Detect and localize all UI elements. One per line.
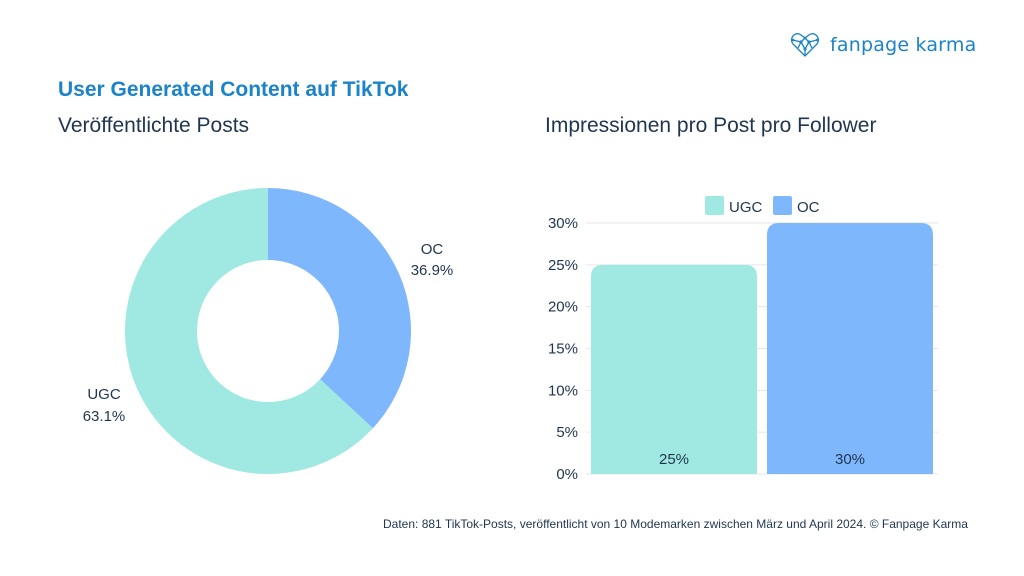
donut-slice-oc [268,188,412,429]
donut-value-oc: 36.9% [411,262,454,279]
brand-name: fanpage karma [830,34,977,56]
page-title: User Generated Content auf TikTok [58,78,409,101]
y-tick-label: 30% [548,215,578,232]
y-tick-label: 0% [556,466,578,483]
bar-oc [767,223,933,474]
bar-ugc [591,264,757,474]
donut-slice-ugc [124,188,373,474]
bar-value-label: 30% [835,451,865,468]
bar-value-label: 25% [659,451,689,468]
y-tick-label: 25% [548,257,578,274]
heart-network-icon [790,33,820,57]
source-note: Daten: 881 TikTok-Posts, veröffentlicht … [383,517,968,531]
legend-swatch-ugc [705,196,724,215]
donut-label-oc: OC [421,241,444,258]
y-tick-label: 20% [548,299,578,316]
y-tick-label: 10% [548,382,578,399]
y-tick-label: 5% [556,424,578,441]
legend-swatch-oc [773,196,792,215]
brand-logo: fanpage karma [790,30,976,60]
donut-chart-title: Veröffentlichte Posts [58,114,250,137]
donut-label-ugc: UGC [87,386,121,403]
y-tick-label: 15% [548,341,578,358]
donut-value-ugc: 63.1% [83,408,126,425]
legend-label-ugc: UGC [729,199,763,216]
bar-chart-title: Impressionen pro Post pro Follower [545,114,877,137]
legend-label-oc: OC [797,199,820,216]
